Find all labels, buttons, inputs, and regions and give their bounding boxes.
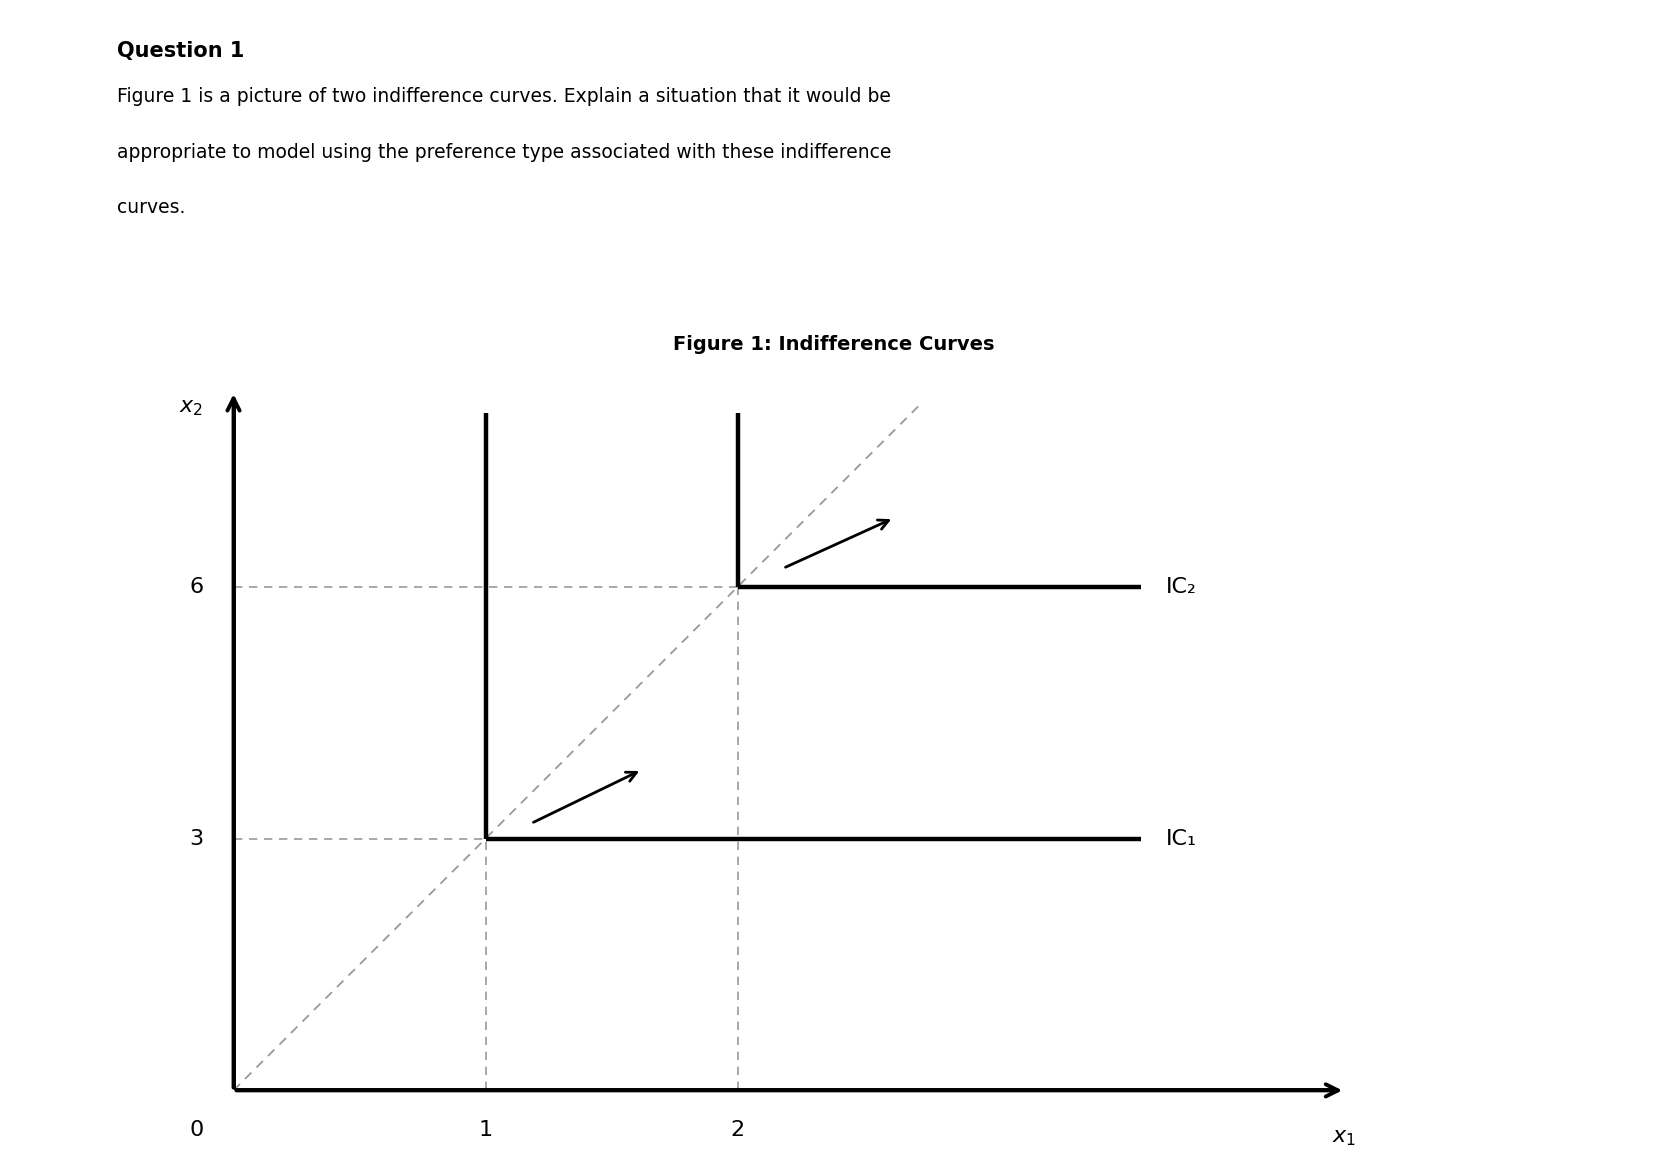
Text: appropriate to model using the preference type associated with these indifferenc: appropriate to model using the preferenc… bbox=[117, 143, 891, 161]
Text: Figure 1 is a picture of two indifference curves. Explain a situation that it wo: Figure 1 is a picture of two indifferenc… bbox=[117, 87, 891, 106]
Text: 1: 1 bbox=[479, 1119, 492, 1140]
Text: $x_2$: $x_2$ bbox=[178, 398, 203, 419]
Text: $x_1$: $x_1$ bbox=[1333, 1129, 1356, 1148]
Text: curves.: curves. bbox=[117, 198, 185, 217]
Text: Question 1: Question 1 bbox=[117, 41, 244, 60]
Text: Figure 1: Indifference Curves: Figure 1: Indifference Curves bbox=[674, 335, 994, 354]
Text: 0: 0 bbox=[188, 1119, 203, 1140]
Text: 2: 2 bbox=[731, 1119, 744, 1140]
Text: IC₂: IC₂ bbox=[1166, 577, 1198, 597]
Text: IC₁: IC₁ bbox=[1166, 828, 1198, 849]
Text: 3: 3 bbox=[188, 828, 203, 849]
Text: 6: 6 bbox=[188, 577, 203, 597]
